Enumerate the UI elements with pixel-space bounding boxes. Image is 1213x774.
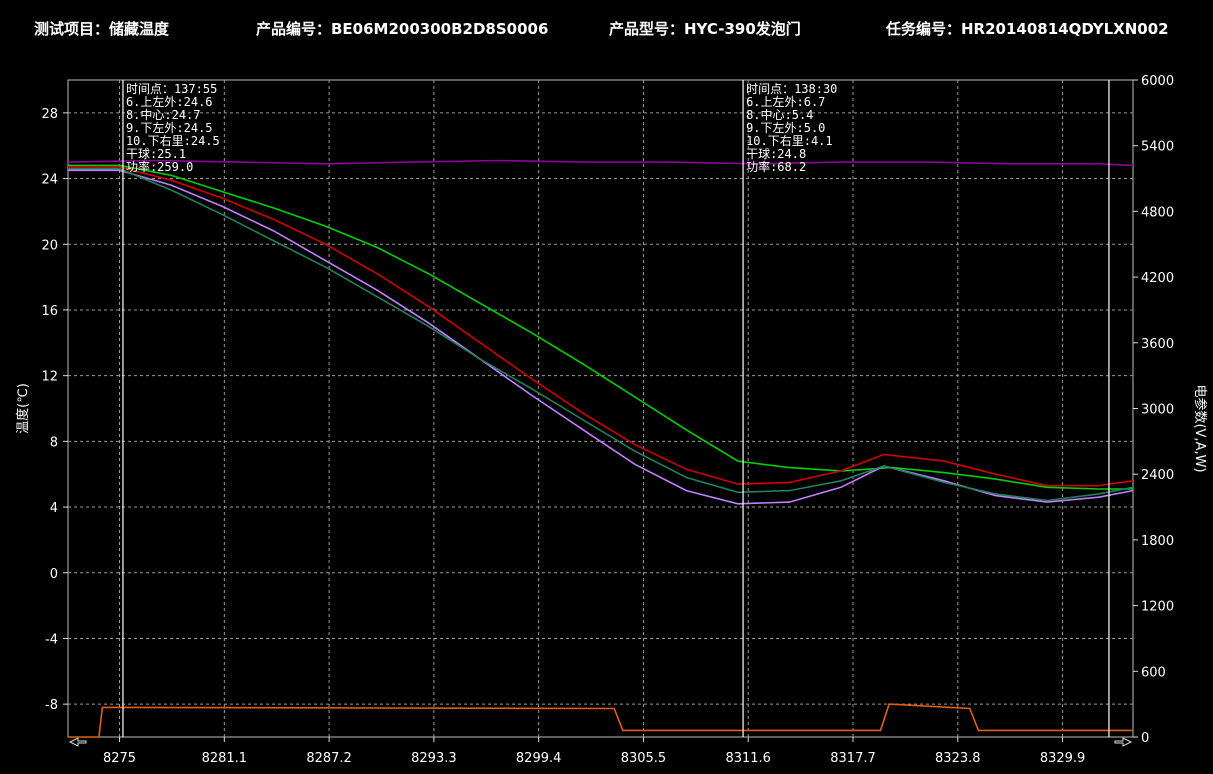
cursor-readout-text: 功率:68.2: [746, 159, 806, 174]
y2-tick-label: 1200: [1141, 600, 1174, 615]
cursor-readout-text: 功率:259.0: [126, 159, 193, 174]
x-tick-label: 8311.6: [725, 751, 771, 766]
grid-lines: [68, 80, 1133, 737]
y2-tick-label: 6000: [1141, 74, 1174, 89]
y-tick-label: -4: [45, 632, 58, 647]
cursor-readout-text: 10.下右里:24.5: [126, 133, 220, 148]
cursor-readout-text: 10.下右里:4.1: [746, 133, 833, 148]
y-tick-label: 24: [41, 173, 58, 188]
x-tick-label: 8287.2: [306, 751, 352, 766]
product-code-label: 产品编号：BE06M200300B2D8S0006: [256, 20, 549, 38]
y-tick-label: -8: [45, 698, 58, 713]
project-label: 测试项目：储藏温度: [34, 20, 170, 38]
y2-tick-label: 4800: [1141, 205, 1174, 220]
series-line-2: [68, 166, 1134, 487]
x-tick-label: 8293.3: [411, 751, 457, 766]
cursor-group: 时间点：137:556.上左外:24.68.中心:24.79.下左外:24.51…: [122, 80, 1110, 737]
cursor-readout-text: 8.中心:24.7: [126, 107, 201, 122]
cursor-readout-text: 9.下左外:5.0: [746, 120, 825, 135]
y-tick-label: 4: [50, 501, 58, 516]
plot-area: [67, 79, 1134, 738]
series-line-6: [68, 703, 1133, 738]
scroll-right-icon: [1114, 737, 1133, 747]
series-group: [67, 159, 1134, 738]
series-line-4: [68, 167, 1134, 502]
task-number-label: 任务编号：HR20140814QDYLXN002: [886, 20, 1169, 38]
cursor-readout-text: 时间点：138:30: [746, 82, 837, 96]
y-tick-label: 8: [50, 435, 58, 450]
y2-axis-title: 电参数(V,A,W): [1192, 384, 1208, 472]
cursor-readout-text: 9.下左外:24.5: [126, 120, 213, 135]
y2-tick-label: 3600: [1141, 337, 1174, 352]
cursor-readout-text: 6.上左外:6.7: [746, 94, 825, 109]
series-line-5: [67, 159, 1134, 167]
header-bar: 测试项目：储藏温度 产品编号：BE06M200300B2D8S0006 产品型号…: [0, 0, 1213, 56]
series-line-1: [68, 164, 1133, 490]
cursor-readout-text: 时间点：137:55: [126, 82, 217, 96]
y-tick-label: 0: [50, 567, 58, 582]
y-tick-label: 12: [41, 370, 58, 385]
y2-tick-label: 2400: [1141, 468, 1174, 483]
x-tick-label: 8299.4: [516, 751, 562, 766]
cursor-readout-text: 干球:24.8: [746, 147, 806, 161]
y2-tick-label: 600: [1141, 665, 1166, 680]
x-tick-label: 8317.7: [830, 751, 876, 766]
y-tick-label: 20: [41, 238, 58, 253]
axis-labels: 温度(℃) 电参数(V,A,W): [15, 383, 1208, 472]
y2-tick-label: 0: [1141, 731, 1149, 746]
y2-tick-label: 3000: [1141, 403, 1174, 418]
y-tick-label: 28: [41, 107, 58, 122]
axes: -8 -4 0 4 8 12 16 20 24 28 0 600 1200 1800 2400 3000 360…: [41, 74, 1174, 766]
scroll-left-icon: [68, 737, 87, 747]
cursor-readout-text: 6.上左外:24.6: [126, 94, 213, 109]
plot-frame: [67, 79, 1134, 738]
y-tick-label: 16: [41, 304, 58, 319]
y2-tick-label: 4200: [1141, 271, 1174, 286]
x-tick-label: 8305.5: [621, 751, 667, 766]
y2-tick-label: 5400: [1141, 140, 1174, 155]
x-tick-label: 8323.8: [935, 751, 981, 766]
cursor-readout-text: 干球:25.1: [126, 147, 186, 161]
product-model-label: 产品型号：HYC-390发泡门: [609, 20, 801, 38]
y2-tick-label: 1800: [1141, 534, 1174, 549]
x-tick-label: 8281.1: [202, 751, 248, 766]
x-tick-label: 8275: [103, 751, 136, 766]
x-tick-label: 8329.9: [1040, 751, 1086, 766]
y-axis-title: 温度(℃): [15, 383, 31, 434]
cursor-readout-text: 8.中心:5.4: [746, 107, 813, 122]
